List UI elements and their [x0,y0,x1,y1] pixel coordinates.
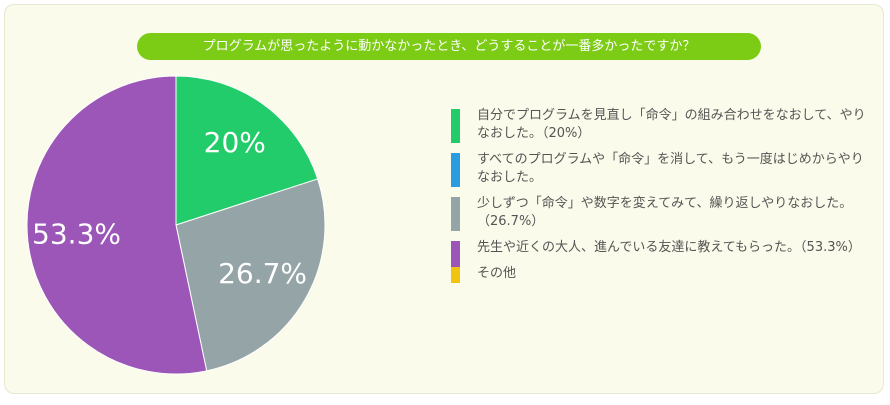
legend-item-ask: 先生や近くの大人、進んでいる友達に教えてもらった。（53.3%） [451,239,871,275]
legend-label: 先生や近くの大人、進んでいる友達に教えてもらった。（53.3%） [477,240,861,255]
pie-slice-label-3: 53.3% [32,217,121,250]
legend: 自分でプログラムを見直し「命令」の組み合わせをなおして、やりなおした。（20%）… [451,107,871,291]
legend-label: 少しずつ「命令」や数字を変えてみて、繰り返しやりなおした。（26.7%） [477,196,853,229]
pie-slice-0 [175,75,319,226]
legend-swatch-gray [451,197,460,231]
legend-swatch-purple [451,241,460,275]
legend-swatch-yellow [451,267,460,283]
legend-item-trial: 少しずつ「命令」や数字を変えてみて、繰り返しやりなおした。（26.7%） [451,195,871,231]
chart-card: プログラムが思ったように動かなかったとき、どうすることが一番多かったですか？ 2… [4,4,884,394]
legend-item-review: 自分でプログラムを見直し「命令」の組み合わせをなおして、やりなおした。（20%） [451,107,871,143]
legend-item-other: その他 [451,265,871,283]
pie-slice-2 [175,178,326,372]
legend-label: すべてのプログラムや「命令」を消して、もう一度はじめからやりなおした。 [477,152,864,185]
pie-slice-label-2: 26.7% [218,257,307,290]
legend-label: 自分でプログラムを見直し「命令」の組み合わせをなおして、やりなおした。（20%） [477,108,866,141]
pie-chart: 20% 26.7% 53.3% [26,75,326,375]
pie-slice-label-0: 20% [204,126,266,159]
chart-title: プログラムが思ったように動かなかったとき、どうすることが一番多かったですか？ [137,33,761,60]
legend-item-restart: すべてのプログラムや「命令」を消して、もう一度はじめからやりなおした。 [451,151,871,187]
legend-swatch-blue [451,153,460,187]
pie-slice-3 [26,75,208,375]
legend-swatch-green [451,109,460,143]
legend-label: その他 [477,266,517,281]
